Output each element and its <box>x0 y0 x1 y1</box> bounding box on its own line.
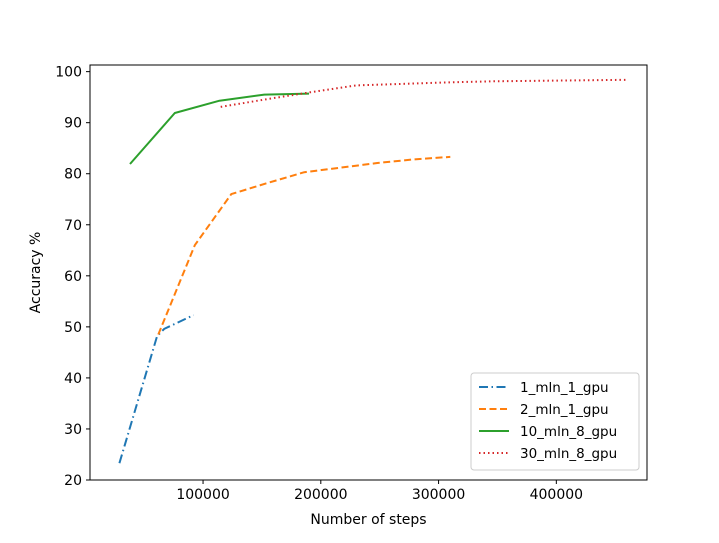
y-tick-label: 50 <box>64 320 82 336</box>
y-tick-label: 100 <box>55 65 82 81</box>
y-tick-label: 30 <box>64 422 82 438</box>
legend-label: 10_mln_8_gpu <box>520 424 617 440</box>
series-line-2-mln-1-gpu <box>158 157 450 335</box>
y-tick-label: 90 <box>64 116 82 132</box>
series-line-10-mln-8-gpu <box>130 94 309 164</box>
y-tick-label: 20 <box>64 473 82 489</box>
x-tick-label: 300000 <box>412 487 465 503</box>
x-tick-label: 400000 <box>530 487 583 503</box>
legend: 1_mln_1_gpu 2_mln_1_gpu 10_mln_8_gpu 30_mln… <box>471 373 639 470</box>
y-tick-label: 40 <box>64 371 82 387</box>
legend-label: 30_mln_8_gpu <box>520 446 617 462</box>
legend-label: 1_mln_1_gpu <box>520 380 609 396</box>
y-tick-label: 70 <box>64 218 82 234</box>
x-tick-label: 200000 <box>294 487 347 503</box>
x-tick-label: 100000 <box>176 487 229 503</box>
series-line-1-mln-1-gpu <box>119 315 193 463</box>
y-axis-label: Accuracy % <box>28 232 44 314</box>
x-axis-label: Number of steps <box>310 512 426 528</box>
y-tick-label: 80 <box>64 167 82 183</box>
legend-label: 2_mln_1_gpu <box>520 402 609 418</box>
y-tick-label: 60 <box>64 269 82 285</box>
